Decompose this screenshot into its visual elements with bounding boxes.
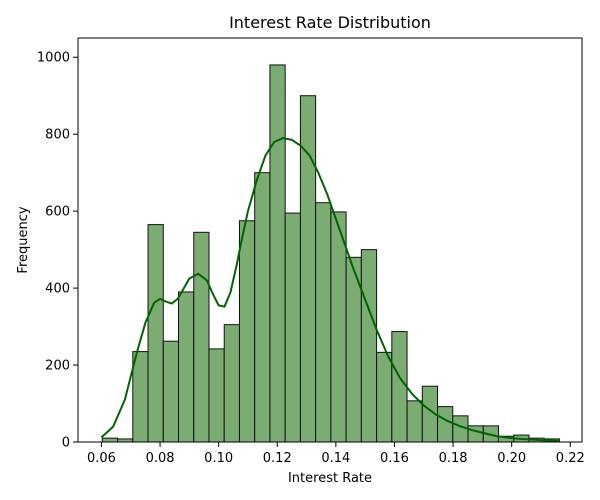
y-tick-label: 600 — [45, 205, 70, 220]
histogram-bar — [360, 249, 378, 443]
y-tick-label: 800 — [45, 128, 70, 143]
histogram-bar — [376, 351, 393, 443]
y-tick-label: 1000 — [37, 51, 70, 66]
histogram-bar — [467, 425, 484, 443]
histogram-bar — [406, 400, 423, 443]
x-tick-label: 0.12 — [263, 451, 292, 466]
histogram-bar — [238, 220, 256, 443]
y-tick-label: 200 — [45, 359, 70, 374]
x-tick-label: 0.14 — [321, 451, 350, 466]
histogram-bar — [330, 211, 347, 443]
histogram-bar — [223, 324, 240, 443]
histogram-bar — [208, 348, 225, 443]
histogram-bar — [269, 64, 286, 443]
plot-frame — [77, 37, 583, 443]
x-axis-ticks: 0.06 0.08 0.10 0.12 0.14 0.16 0.18 0.20 0.22 — [87, 442, 585, 466]
y-tick-label: 0 — [62, 436, 70, 451]
x-tick-label: 0.08 — [146, 451, 175, 466]
histogram-bar — [437, 406, 454, 443]
histogram-bar — [132, 351, 149, 443]
y-axis-ticks: 0 200 400 600 800 1000 — [37, 51, 78, 451]
chart-title: Interest Rate Distribution — [229, 13, 431, 32]
x-axis-label: Interest Rate — [288, 471, 372, 486]
x-tick-label: 0.18 — [439, 451, 468, 466]
x-tick-label: 0.10 — [204, 451, 233, 466]
histogram-bar — [162, 340, 180, 443]
y-axis-label: Frequency — [16, 206, 31, 273]
histogram-bar — [193, 231, 210, 443]
histogram-bar — [178, 291, 195, 443]
y-tick-label: 400 — [45, 282, 70, 297]
histogram-bar — [315, 202, 332, 443]
histogram-bar — [147, 224, 164, 443]
histogram-bar — [391, 331, 408, 443]
bars-layer — [101, 64, 560, 443]
x-tick-label: 0.06 — [87, 451, 116, 466]
x-tick-label: 0.20 — [497, 451, 526, 466]
histogram-bar — [284, 212, 301, 443]
x-tick-label: 0.16 — [380, 451, 409, 466]
histogram-bar — [254, 172, 271, 443]
x-tick-label: 0.22 — [556, 451, 585, 466]
kde-curve — [100, 136, 559, 442]
histogram-bar — [101, 437, 119, 443]
